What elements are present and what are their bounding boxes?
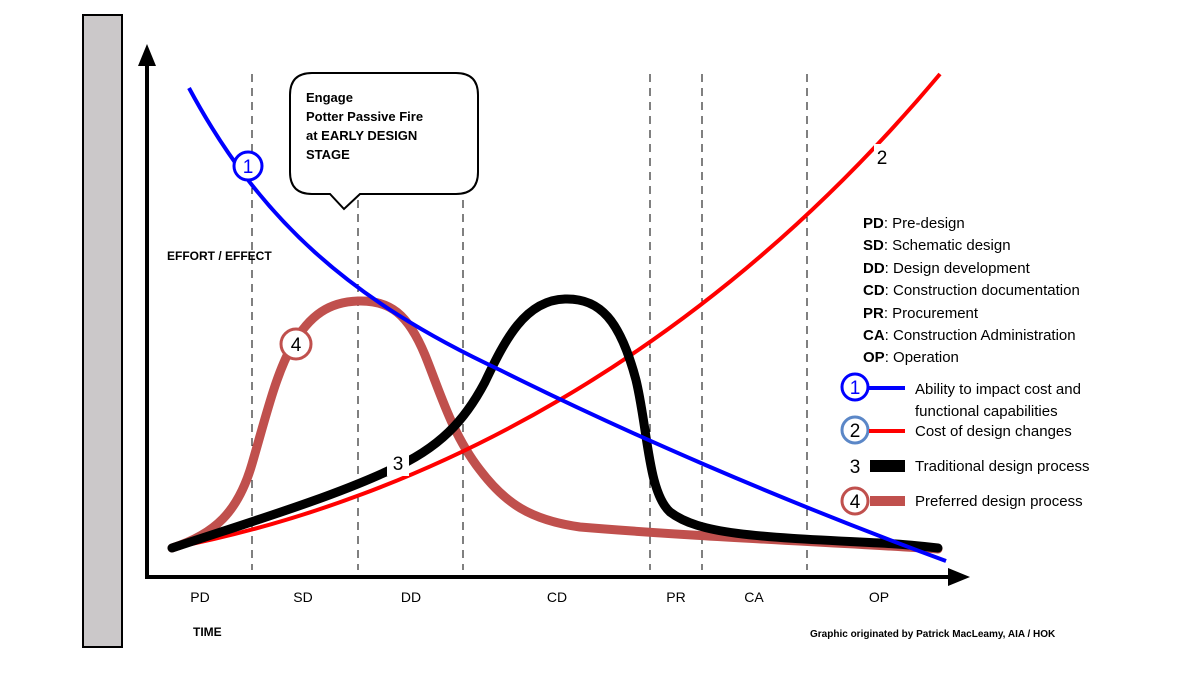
phase-label-ca: CA (744, 589, 764, 605)
sidebar-bar (82, 14, 123, 648)
legend-series-3-line-1: Traditional design process (915, 458, 1090, 475)
legend-abbr-item: OP: Operation (863, 349, 959, 366)
curve-preferred-design-process (167, 296, 943, 554)
callout-bubble: Engage Potter Passive Fire at EARLY DESI… (289, 72, 479, 211)
curve-cost-of-design-changes (171, 72, 942, 550)
legend-series-1-line-2: functional capabilities (915, 403, 1058, 420)
phase-label-pr: PR (666, 589, 685, 605)
credit-text: Graphic originated by Patrick MacLeamy, … (810, 629, 1056, 640)
phase-label-dd: DD (401, 589, 421, 605)
callout-line-4: STAGE (306, 147, 350, 162)
y-axis-arrowhead (138, 44, 156, 66)
legend-abbr-item: PR: Procurement (863, 305, 979, 322)
x-axis-label: TIME (193, 625, 222, 639)
legend-swatch-4 (870, 496, 905, 506)
marker-2-on-curve: 2 (874, 144, 890, 170)
legend-abbr-item: CD: Construction documentation (863, 282, 1080, 299)
x-axis-arrowhead (948, 568, 970, 586)
callout-line-3: at EARLY DESIGN (306, 128, 417, 143)
legend-series-4-line-1: Preferred design process (915, 493, 1083, 510)
phase-label-op: OP (869, 589, 889, 605)
marker-1-on-curve: 1 (232, 150, 264, 182)
legend-abbr-item: PD: Pre-design (863, 215, 965, 232)
legend-marker-4: 4 (850, 492, 861, 513)
legend-series-3: 3 Traditional design process (850, 457, 1090, 478)
legend-series-1-line-1: Ability to impact cost and (915, 381, 1081, 398)
legend-series-2-line-1: Cost of design changes (915, 423, 1072, 440)
marker-2-label: 2 (877, 148, 888, 169)
phase-label-cd: CD (547, 589, 567, 605)
marker-3-label: 3 (393, 454, 404, 475)
phase-label-pd: PD (190, 589, 209, 605)
marker-1-label: 1 (243, 157, 254, 178)
legend-swatch-3 (870, 460, 905, 472)
callout-line-1: Engage (306, 90, 353, 105)
legend-series-1: 1 Ability to impact cost and functional … (840, 372, 1081, 420)
legend-marker-2: 2 (850, 421, 861, 442)
curve-ability-to-impact (187, 87, 947, 563)
legend-abbr-item: CA: Construction Administration (863, 327, 1076, 344)
marker-4-label: 4 (291, 335, 302, 356)
abbreviation-legend: PD: Pre-design SD: Schematic design DD: … (863, 215, 1080, 366)
axes (138, 44, 970, 586)
legend-series-2: 2 Cost of design changes (840, 415, 1072, 445)
legend-marker-1: 1 (850, 378, 861, 399)
legend-abbr-item: DD: Design development (863, 260, 1031, 277)
marker-4-on-curve: 4 (279, 327, 313, 361)
marker-3-on-curve: 3 (387, 450, 409, 476)
y-axis-label: EFFORT / EFFECT (167, 249, 272, 263)
callout-line-2: Potter Passive Fire (306, 109, 423, 124)
series-legend: 1 Ability to impact cost and functional … (840, 372, 1090, 516)
phase-label-sd: SD (293, 589, 312, 605)
legend-marker-3: 3 (850, 457, 861, 478)
legend-series-4: 4 Preferred design process (840, 486, 1083, 516)
legend-abbr-item: SD: Schematic design (863, 237, 1011, 254)
